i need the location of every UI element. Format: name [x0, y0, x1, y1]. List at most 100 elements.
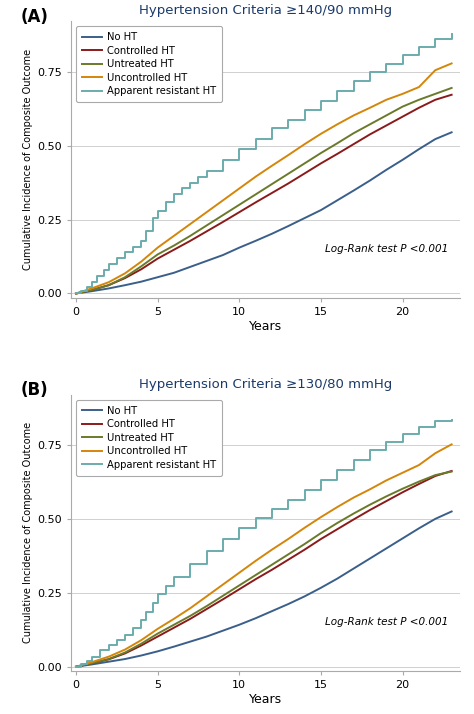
Untreated HT: [90, 286, 95, 294]
Apparent resistant HT: [302, 106, 308, 114]
Apparent resistant HT: [416, 422, 422, 431]
Untreated HT: [220, 591, 226, 600]
No HT: [253, 236, 258, 245]
Line: Uncontrolled HT: Uncontrolled HT: [76, 64, 452, 293]
Apparent resistant HT: [130, 623, 136, 632]
Apparent resistant HT: [130, 243, 136, 251]
No HT: [138, 277, 144, 286]
Untreated HT: [122, 648, 128, 657]
Uncontrolled HT: [220, 196, 226, 205]
Untreated HT: [106, 281, 111, 289]
Untreated HT: [253, 570, 258, 579]
Apparent resistant HT: [73, 663, 79, 671]
No HT: [318, 206, 324, 214]
Line: Apparent resistant HT: Apparent resistant HT: [76, 34, 452, 293]
Uncontrolled HT: [138, 257, 144, 266]
Controlled HT: [449, 91, 455, 99]
No HT: [449, 128, 455, 136]
Untreated HT: [383, 492, 389, 501]
Uncontrolled HT: [367, 485, 373, 493]
No HT: [351, 564, 356, 573]
Y-axis label: Cumulative Incidence of Composite Outcome: Cumulative Incidence of Composite Outcom…: [23, 49, 33, 270]
Controlled HT: [253, 575, 258, 583]
Controlled HT: [188, 615, 193, 623]
Apparent resistant HT: [351, 77, 356, 86]
Uncontrolled HT: [318, 513, 324, 521]
No HT: [400, 534, 405, 543]
No HT: [335, 196, 340, 205]
Apparent resistant HT: [171, 190, 177, 198]
Apparent resistant HT: [73, 289, 79, 298]
Uncontrolled HT: [367, 104, 373, 112]
Untreated HT: [237, 581, 242, 590]
Controlled HT: [204, 605, 210, 613]
No HT: [188, 263, 193, 271]
Apparent resistant HT: [155, 590, 161, 598]
Controlled HT: [122, 273, 128, 282]
Controlled HT: [106, 281, 111, 289]
Line: Untreated HT: Untreated HT: [76, 88, 452, 293]
Controlled HT: [400, 488, 405, 496]
Uncontrolled HT: [383, 96, 389, 104]
Apparent resistant HT: [90, 277, 95, 286]
Uncontrolled HT: [171, 231, 177, 240]
Untreated HT: [432, 89, 438, 98]
Untreated HT: [253, 190, 258, 198]
Untreated HT: [367, 120, 373, 129]
Untreated HT: [204, 221, 210, 230]
Controlled HT: [367, 130, 373, 139]
Controlled HT: [155, 254, 161, 263]
Apparent resistant HT: [220, 156, 226, 164]
Controlled HT: [269, 188, 275, 197]
Uncontrolled HT: [122, 645, 128, 654]
Apparent resistant HT: [220, 535, 226, 543]
Apparent resistant HT: [253, 514, 258, 523]
Apparent resistant HT: [432, 35, 438, 44]
Controlled HT: [220, 218, 226, 226]
Apparent resistant HT: [432, 416, 438, 425]
Apparent resistant HT: [143, 608, 149, 616]
Apparent resistant HT: [163, 582, 169, 590]
No HT: [400, 156, 405, 164]
Uncontrolled HT: [302, 523, 308, 532]
Controlled HT: [253, 198, 258, 206]
Apparent resistant HT: [114, 253, 119, 262]
Controlled HT: [220, 595, 226, 603]
Line: Untreated HT: Untreated HT: [76, 471, 452, 667]
Untreated HT: [73, 289, 79, 298]
Apparent resistant HT: [269, 504, 275, 513]
Untreated HT: [351, 129, 356, 138]
No HT: [155, 647, 161, 655]
Controlled HT: [237, 208, 242, 216]
Uncontrolled HT: [73, 663, 79, 671]
No HT: [90, 287, 95, 296]
No HT: [302, 592, 308, 600]
Text: Log-Rank test P <0.001: Log-Rank test P <0.001: [325, 617, 448, 627]
Apparent resistant HT: [90, 653, 95, 662]
Uncontrolled HT: [400, 89, 405, 98]
Controlled HT: [73, 289, 79, 298]
No HT: [302, 213, 308, 222]
Controlled HT: [90, 286, 95, 294]
Apparent resistant HT: [237, 145, 242, 154]
Untreated HT: [155, 250, 161, 258]
No HT: [416, 524, 422, 533]
Controlled HT: [432, 472, 438, 481]
No HT: [383, 166, 389, 174]
Controlled HT: [285, 179, 291, 188]
Controlled HT: [122, 649, 128, 658]
No HT: [318, 583, 324, 592]
Apparent resistant HT: [188, 560, 193, 568]
No HT: [171, 643, 177, 651]
Controlled HT: [204, 227, 210, 236]
Uncontrolled HT: [416, 83, 422, 91]
Uncontrolled HT: [155, 243, 161, 252]
Untreated HT: [269, 180, 275, 188]
Uncontrolled HT: [90, 658, 95, 666]
Text: (A): (A): [20, 8, 48, 26]
Untreated HT: [204, 602, 210, 610]
Untreated HT: [335, 519, 340, 528]
No HT: [237, 243, 242, 252]
Uncontrolled HT: [269, 161, 275, 170]
Untreated HT: [400, 484, 405, 493]
